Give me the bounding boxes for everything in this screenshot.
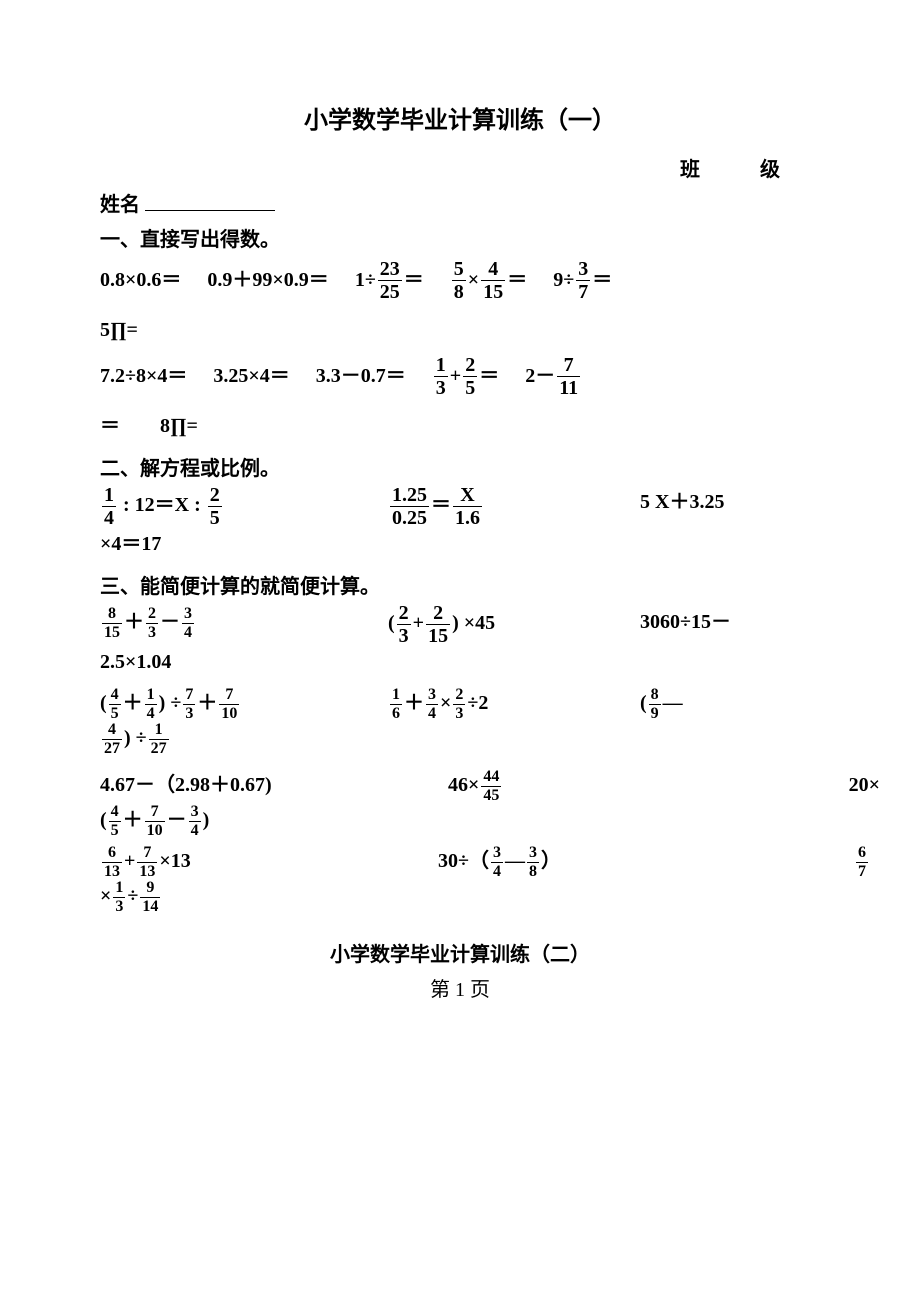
equation-row: 14 : 12＝X : 25 1.250.25＝X1.6 5 X＋3.25 xyxy=(100,485,820,528)
problem-row-1: 0.8×0.6＝ 0.9＋99×0.9＝ 1÷ 2325 ＝ 58 × 415 … xyxy=(100,256,820,304)
q2c: 3.3－0.7＝ xyxy=(316,352,406,400)
p3-cont: (45＋710－34) xyxy=(100,798,820,842)
fraction: 38 xyxy=(527,845,539,880)
fraction: 34 xyxy=(189,804,201,839)
q2f: ＝ 8∏= xyxy=(100,404,820,448)
q2e: 2－ 711 xyxy=(525,352,582,400)
fraction: 89 xyxy=(649,687,661,722)
fraction: 23 xyxy=(146,606,158,641)
section-1-title: 一、直接写出得数。 xyxy=(100,223,820,252)
fraction: X1.6 xyxy=(453,485,482,528)
fraction: 16 xyxy=(390,687,402,722)
q2a: 7.2÷8×4＝ xyxy=(100,352,187,400)
problem-row-2: 7.2÷8×4＝ 3.25×4＝ 3.3－0.7＝ 13 + 25 ＝ 2－ 7… xyxy=(100,352,820,400)
fraction: 58 xyxy=(452,259,466,302)
name-underline xyxy=(145,196,275,211)
fraction: 127 xyxy=(149,722,169,757)
fraction: 4445 xyxy=(481,769,501,804)
fraction: 37 xyxy=(576,259,590,302)
fraction: 25 xyxy=(208,485,222,528)
q1a: 0.8×0.6＝ xyxy=(100,256,181,304)
p4b: 30÷（34—38） xyxy=(388,842,690,880)
eq-b: 1.250.25＝X1.6 xyxy=(388,485,640,528)
q1f: 5∏= xyxy=(100,308,820,352)
p1c: 3060÷15－ xyxy=(640,603,820,646)
name-label: 姓名 xyxy=(100,194,140,216)
q1c: 1÷ 2325 ＝ xyxy=(355,256,424,304)
fraction: 34 xyxy=(182,606,194,641)
p2-cont: 427) ÷127 xyxy=(100,716,820,760)
fraction: 914 xyxy=(140,880,160,915)
section-3-title: 三、能简便计算的就简便计算。 xyxy=(100,570,820,599)
section-2-title: 二、解方程或比例。 xyxy=(100,452,820,481)
page-number: 第 1 页 xyxy=(100,973,820,1002)
p4-cont: ×13÷914 xyxy=(100,874,820,918)
fraction: 45 xyxy=(109,804,121,839)
fraction: 34 xyxy=(491,845,503,880)
fraction: 710 xyxy=(219,687,239,722)
fraction: 427 xyxy=(102,722,122,757)
q2b: 3.25×4＝ xyxy=(213,352,289,400)
p2c: (89— xyxy=(640,684,820,722)
p2b: 16＋34×23÷2 xyxy=(388,684,640,722)
fraction: 2325 xyxy=(378,259,402,302)
class-label-2: 级 xyxy=(760,159,780,181)
worksheet-page: 小学数学毕业计算训练（一） 班级 姓名 一、直接写出得数。 0.8×0.6＝ 0… xyxy=(0,0,920,1042)
page-title: 小学数学毕业计算训练（一） xyxy=(100,100,820,135)
p2-row: (45＋14) ÷73＋710 16＋34×23÷2 (89— xyxy=(100,684,820,722)
fraction: 415 xyxy=(481,259,505,302)
name-line: 姓名 xyxy=(100,188,820,217)
fraction: 73 xyxy=(183,687,195,722)
fraction: 67 xyxy=(856,845,868,880)
fraction: 815 xyxy=(102,606,122,641)
title-2: 小学数学毕业计算训练（二） xyxy=(100,938,820,967)
fraction: 25 xyxy=(463,355,477,398)
fraction: 711 xyxy=(557,355,580,398)
eq-c: 5 X＋3.25 xyxy=(640,485,820,528)
fraction: 23 xyxy=(453,687,465,722)
q1d: 58 × 415 ＝ xyxy=(450,256,527,304)
fraction: 1.250.25 xyxy=(390,485,429,528)
q1e: 9÷ 37 ＝ xyxy=(553,256,612,304)
fraction: 13 xyxy=(113,880,125,915)
q2d: 13 + 25 ＝ xyxy=(432,352,499,400)
p1-cont: 2.5×1.04 xyxy=(100,640,820,684)
p1-row: 815＋23－34 (23+215) ×45 3060÷15－ xyxy=(100,603,820,646)
p1b: (23+215) ×45 xyxy=(388,603,640,646)
p4c: 67 xyxy=(690,842,890,880)
fraction: 13 xyxy=(434,355,448,398)
fraction: 23 xyxy=(397,603,411,646)
fraction: 34 xyxy=(426,687,438,722)
p3c: 20× xyxy=(700,766,890,804)
class-label-1: 班 xyxy=(680,159,700,181)
p4-row: 613+713×13 30÷（34—38） 67 xyxy=(100,842,820,880)
fraction: 710 xyxy=(145,804,165,839)
class-line: 班级 xyxy=(100,153,820,182)
p3b: 46×4445 xyxy=(388,766,700,804)
fraction: 215 xyxy=(426,603,450,646)
q1b: 0.9＋99×0.9＝ xyxy=(207,256,328,304)
